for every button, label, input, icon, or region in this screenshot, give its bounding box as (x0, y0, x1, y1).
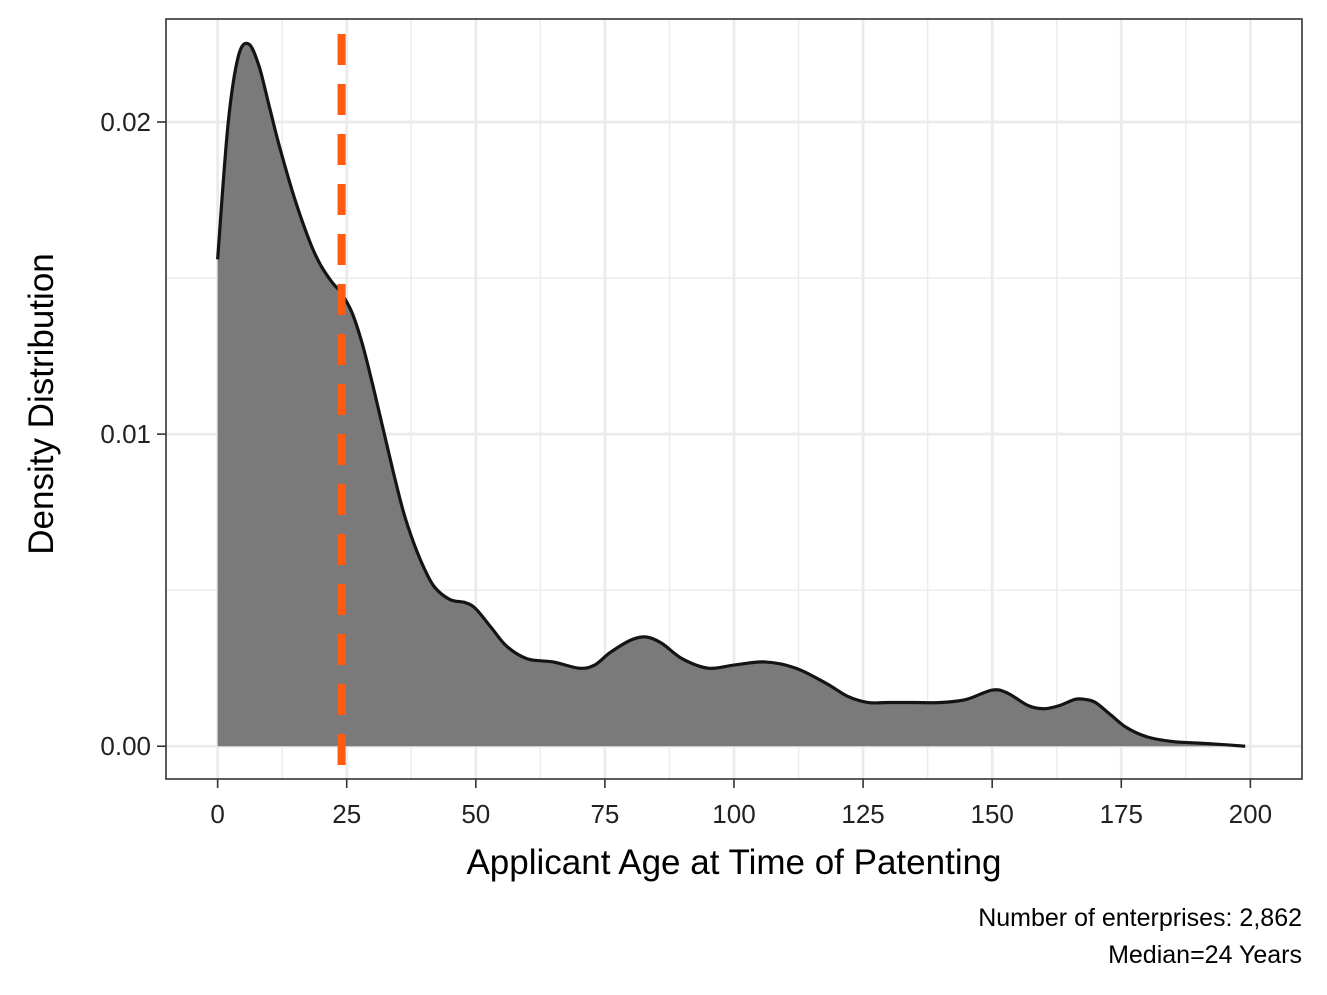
y-axis: 0.00 0.01 0.02 (100, 107, 166, 761)
density-area (217, 43, 1246, 747)
density-line (216, 41, 1246, 748)
x-tick-label: 50 (461, 799, 490, 829)
y-tick-label: 0.00 (100, 731, 151, 761)
x-tick-label: 100 (712, 799, 755, 829)
x-tick-label: 75 (590, 799, 619, 829)
y-tick-label: 0.01 (100, 419, 151, 449)
x-tick-label: 125 (841, 799, 884, 829)
caption-median: Median=24 Years (1108, 941, 1302, 969)
x-tick-label: 150 (970, 799, 1013, 829)
x-tick-label: 175 (1100, 799, 1143, 829)
y-axis-title: Density Distribution (22, 253, 61, 555)
x-tick-label: 200 (1229, 799, 1272, 829)
y-tick-label: 0.02 (100, 107, 151, 137)
x-tick-label: 25 (332, 799, 361, 829)
x-tick-label: 0 (210, 799, 224, 829)
x-axis: 0 25 50 75 100 125 150 175 200 (210, 779, 1272, 829)
x-axis-title: Applicant Age at Time of Patenting (466, 843, 1001, 882)
caption-enterprises: Number of enterprises: 2,862 (978, 904, 1302, 932)
